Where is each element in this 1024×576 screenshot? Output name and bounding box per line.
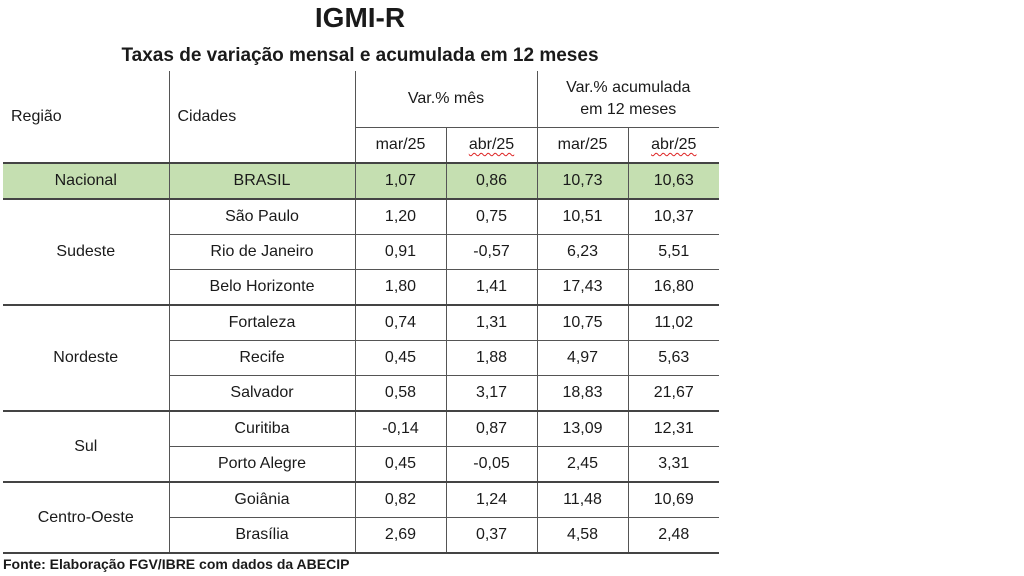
cell-mes-abr: -0,57 [445,234,538,270]
source-note: Fonte: Elaboração FGV/IBRE com dados da … [3,556,350,572]
cell-cidade: São Paulo [168,199,355,235]
cell-acum-abr: 3,31 [627,446,720,483]
table-row: Sul Curitiba -0,14 0,87 13,09 12,31 [3,411,720,483]
cell-mes-abr: 1,41 [445,269,538,306]
table-row: Nacional BRASIL 1,07 0,86 10,73 10,63 [3,162,720,200]
cell-acum-abr: 10,37 [627,199,720,235]
cell-cidade: Fortaleza [168,305,355,341]
header-mes-abr25: abr/25 [445,127,538,164]
cell-mes-abr: 0,75 [445,199,538,235]
table-subtitle: Taxas de variação mensal e acumulada em … [121,45,599,66]
header-acum-mar25: mar/25 [536,127,629,164]
page-title: IGMI-R [314,2,406,33]
header-cidades: Cidades [168,71,355,163]
cell-cidade: Belo Horizonte [168,269,355,306]
cell-acum-abr: 10,69 [627,482,720,518]
cell-regiao: Nacional [3,162,169,200]
cell-acum-mar: 2,45 [536,446,629,483]
cell-mes-mar: -0,14 [354,411,446,447]
header-row-2: mar/25 abr/25 mar/25 abr/25 [3,127,720,164]
table-row: Recife 0,45 1,88 4,97 5,63 [3,340,720,376]
cell-cidade: BRASIL [168,162,355,200]
cell-regiao: Sul [3,411,169,483]
cell-mes-abr: 1,24 [445,482,538,518]
header-row-1: Região Cidades Var.% mês Var.% acumulada… [3,71,720,163]
cell-acum-mar: 6,23 [536,234,629,270]
cell-mes-mar: 1,07 [354,162,446,200]
table-row: Centro-Oeste Goiânia 0,82 1,24 11,48 10,… [3,482,720,554]
cell-mes-abr: 0,86 [445,162,538,200]
header-var-acumulada: Var.% acumulada em 12 meses [536,71,720,128]
cell-mes-mar: 2,69 [354,517,446,554]
cell-cidade: Curitiba [168,411,355,447]
cell-cidade: Recife [168,340,355,376]
header-regiao: Região [11,107,62,125]
cell-mes-mar: 0,74 [354,305,446,341]
cell-mes-mar: 0,45 [354,446,446,483]
cell-cidade: Brasília [168,517,355,554]
cell-mes-mar: 0,91 [354,234,446,270]
header-var-mes: Var.% mês [354,71,538,128]
cell-acum-abr: 10,63 [627,162,720,200]
cell-acum-abr: 21,67 [627,375,720,412]
header-var-acumulada-line2: em 12 meses [580,101,677,118]
cell-acum-mar: 10,75 [536,305,629,341]
header-mes-abr25-text: abr/25 [468,136,515,153]
cell-mes-abr: 1,31 [445,305,538,341]
cell-mes-abr: -0,05 [445,446,538,483]
cell-acum-abr: 2,48 [627,517,720,554]
cell-acum-mar: 4,58 [536,517,629,554]
cell-regiao: Nordeste [3,305,169,412]
cell-mes-mar: 0,58 [354,375,446,412]
cell-acum-abr: 12,31 [627,411,720,447]
cell-cidade: Rio de Janeiro [168,234,355,270]
cell-mes-abr: 0,87 [445,411,538,447]
cell-cidade: Goiânia [168,482,355,518]
cell-mes-abr: 1,88 [445,340,538,376]
cell-acum-mar: 10,73 [536,162,629,200]
table-row: Belo Horizonte 1,80 1,41 17,43 16,80 [3,269,720,306]
table-row: Brasília 2,69 0,37 4,58 2,48 [3,517,720,554]
cell-acum-abr: 16,80 [627,269,720,306]
table-row: Nordeste Fortaleza 0,74 1,31 10,75 11,02 [3,305,720,412]
table-row: Porto Alegre 0,45 -0,05 2,45 3,31 [3,446,720,483]
cell-mes-mar: 1,20 [354,199,446,235]
cell-mes-mar: 1,80 [354,269,446,306]
cell-acum-mar: 11,48 [536,482,629,518]
cell-acum-mar: 4,97 [536,340,629,376]
header-mes-mar25: mar/25 [354,127,446,164]
igmi-table: Região Cidades Var.% mês Var.% acumulada… [3,71,720,554]
cell-acum-abr: 5,51 [627,234,720,270]
cell-acum-abr: 5,63 [627,340,720,376]
header-var-acumulada-line1: Var.% acumulada [566,79,691,96]
cell-acum-abr: 11,02 [627,305,720,341]
table-row: Sudeste São Paulo 1,20 0,75 10,51 10,37 [3,199,720,306]
cell-acum-mar: 17,43 [536,269,629,306]
header-acum-abr25: abr/25 [627,127,720,164]
header-acum-abr25-text: abr/25 [651,136,697,153]
table-row: Rio de Janeiro 0,91 -0,57 6,23 5,51 [3,234,720,270]
cell-acum-mar: 13,09 [536,411,629,447]
cell-acum-mar: 18,83 [536,375,629,412]
cell-cidade: Salvador [168,375,355,412]
cell-mes-mar: 0,82 [354,482,446,518]
cell-mes-abr: 3,17 [445,375,538,412]
cell-regiao: Centro-Oeste [3,482,169,554]
cell-acum-mar: 10,51 [536,199,629,235]
cell-cidade: Porto Alegre [168,446,355,483]
table-row: Salvador 0,58 3,17 18,83 21,67 [3,375,720,412]
cell-regiao: Sudeste [3,199,169,306]
cell-mes-abr: 0,37 [445,517,538,554]
cell-mes-mar: 0,45 [354,340,446,376]
